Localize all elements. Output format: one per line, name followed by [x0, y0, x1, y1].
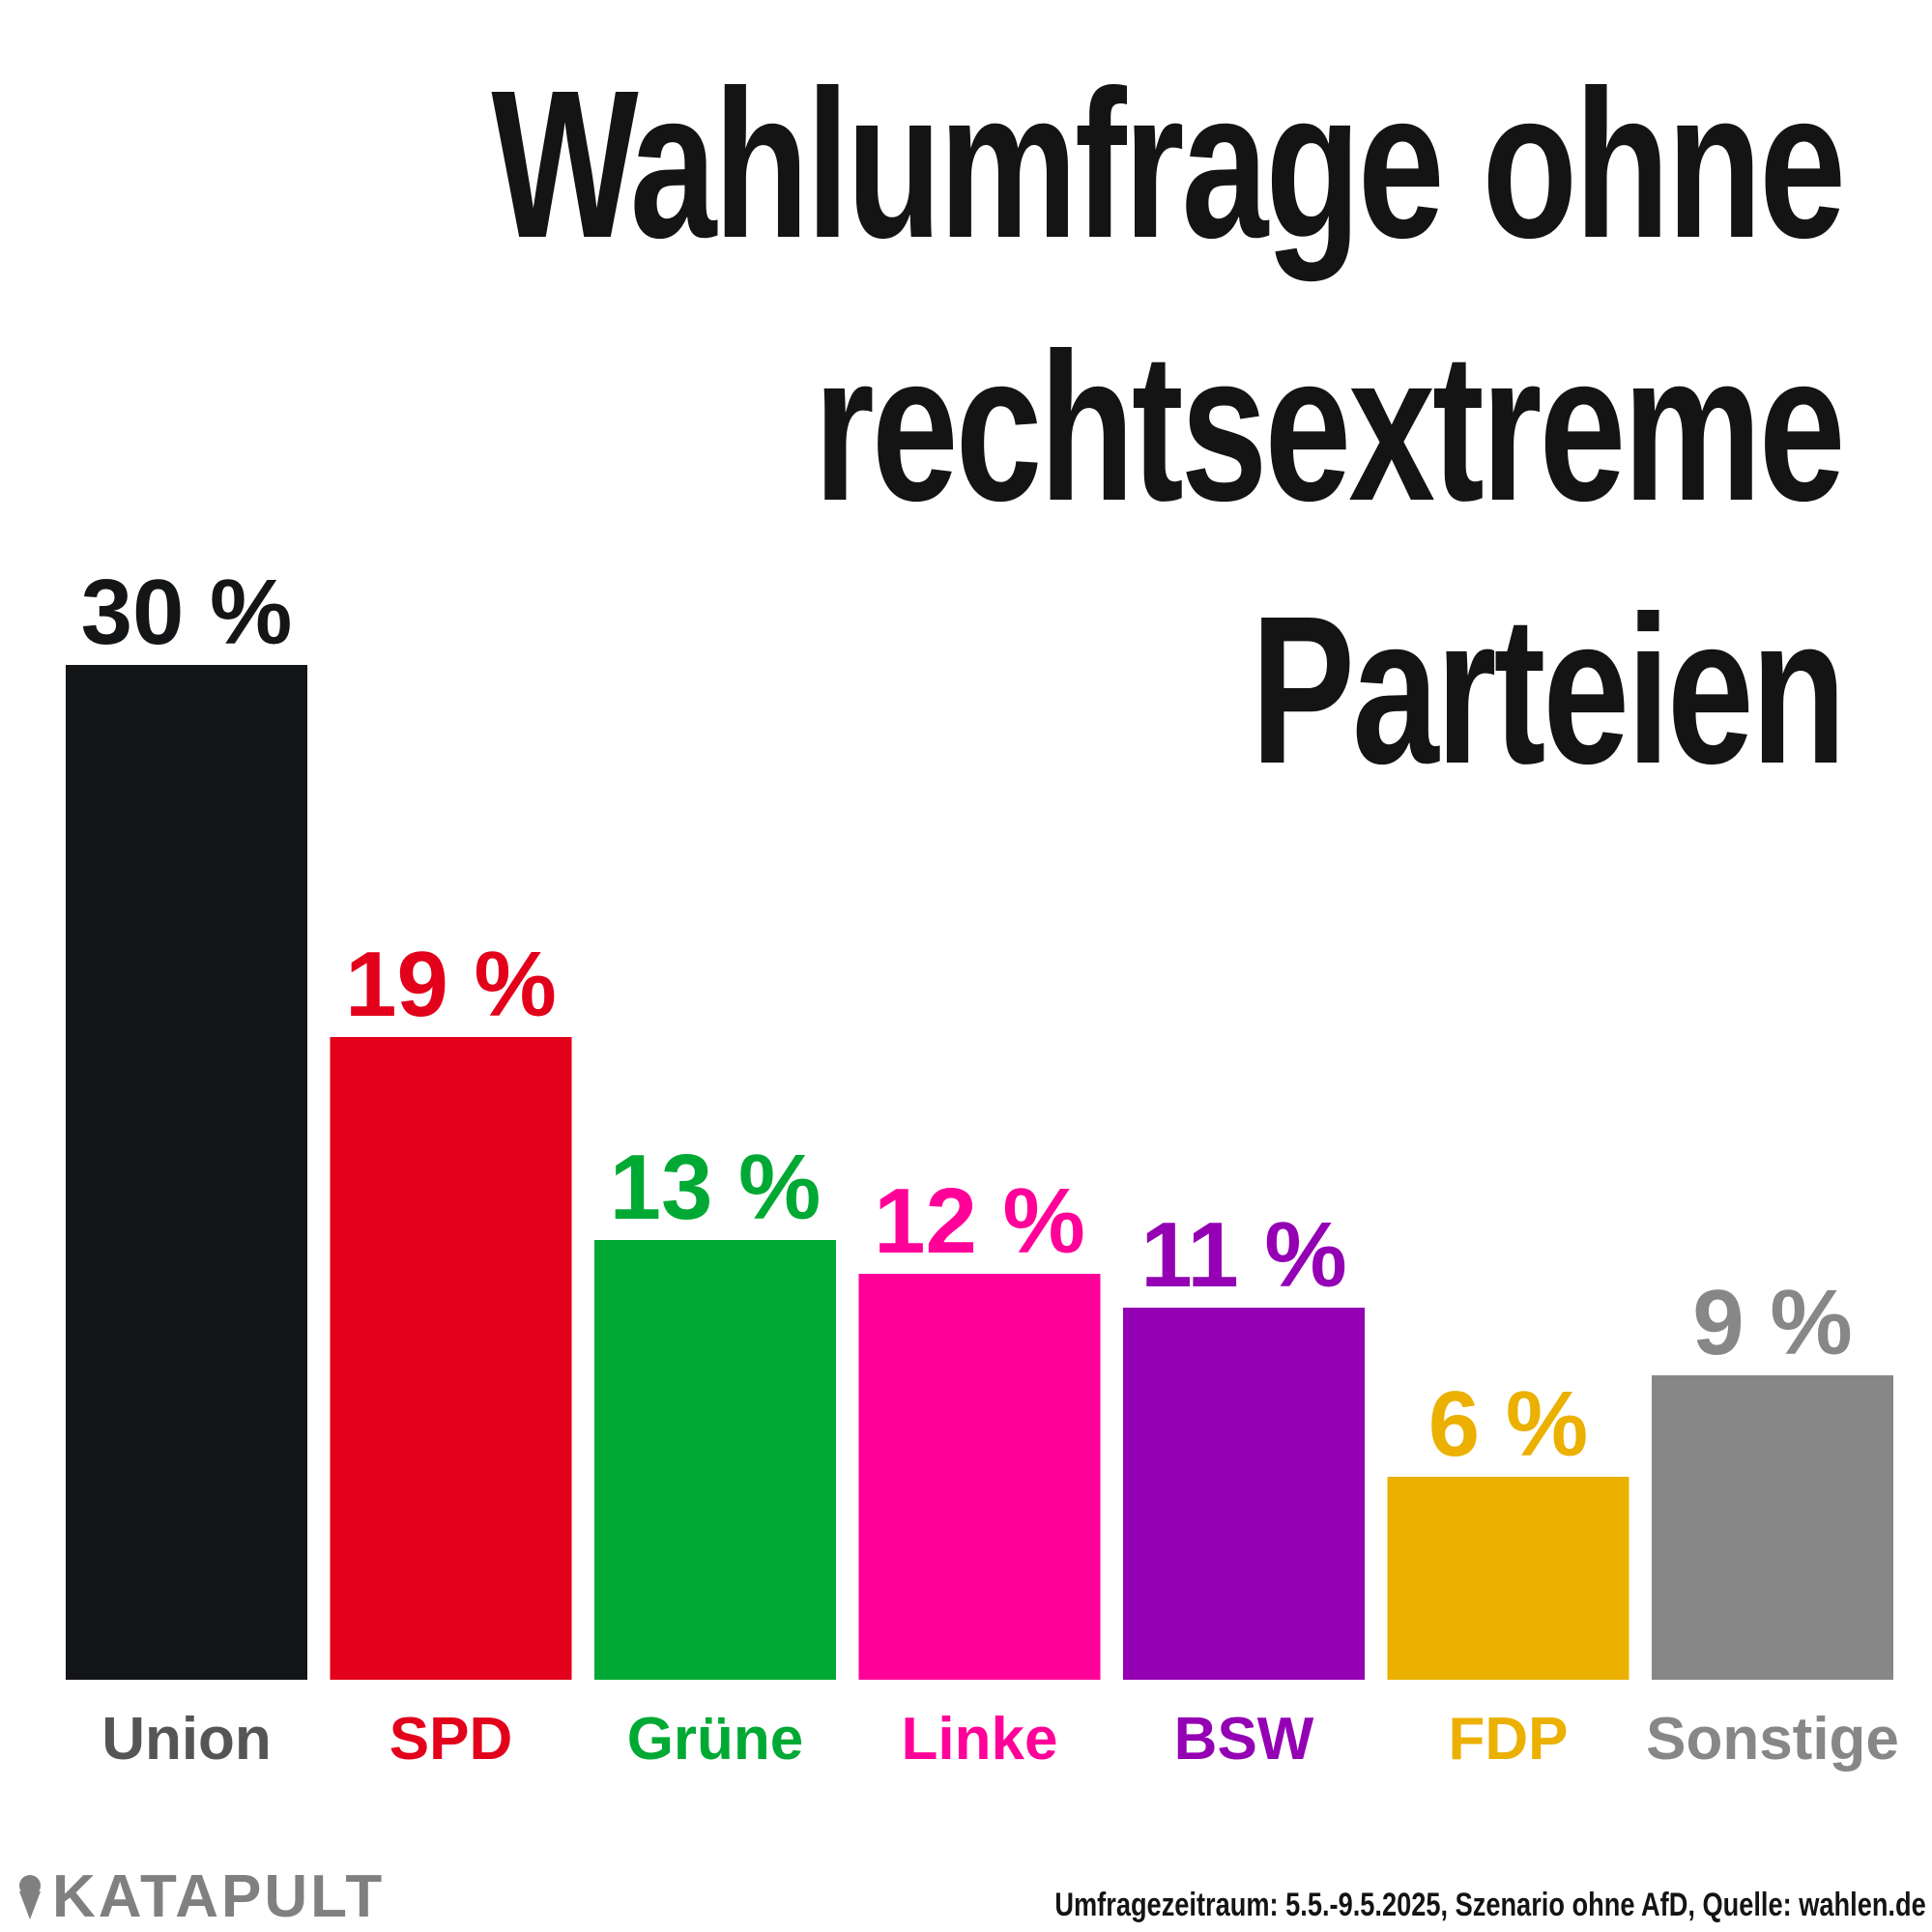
value-label: 30 % [81, 561, 293, 664]
chart-title-line-1: Wahlumfrage ohne [491, 47, 1846, 282]
bar-spd [330, 1037, 572, 1680]
category-label: Union [101, 1706, 272, 1773]
bar-union [66, 665, 307, 1680]
category-label: FDP [1449, 1706, 1569, 1773]
value-label: 11 % [1140, 1203, 1347, 1307]
katapult-logo: KATAPULT [15, 1867, 385, 1927]
category-label: Grüne [627, 1706, 804, 1773]
source-note: Umfragezeitraum: 5.5.-9.5.2025, Szenario… [1054, 1887, 1926, 1923]
bar-fdp [1387, 1477, 1629, 1680]
value-label: 12 % [874, 1169, 1085, 1273]
bar-grüne [594, 1240, 836, 1680]
category-label: Linke [902, 1706, 1058, 1773]
value-label: 19 % [345, 933, 557, 1036]
bar-sonstige [1652, 1375, 1893, 1680]
ice-cream-icon [19, 1875, 41, 1919]
category-label: SPD [389, 1706, 512, 1773]
value-label: 9 % [1692, 1271, 1852, 1374]
chart-title-line-3: Parteien [1251, 573, 1846, 808]
logo-text: KATAPULT [52, 1863, 386, 1930]
category-label: BSW [1174, 1706, 1314, 1773]
bar-linke [858, 1274, 1101, 1680]
value-label: 6 % [1428, 1372, 1588, 1476]
category-label: Sonstige [1646, 1706, 1899, 1773]
bar-bsw [1123, 1308, 1365, 1680]
chart-title-line-2: rechtsextreme [814, 310, 1845, 545]
value-label: 13 % [610, 1136, 822, 1239]
